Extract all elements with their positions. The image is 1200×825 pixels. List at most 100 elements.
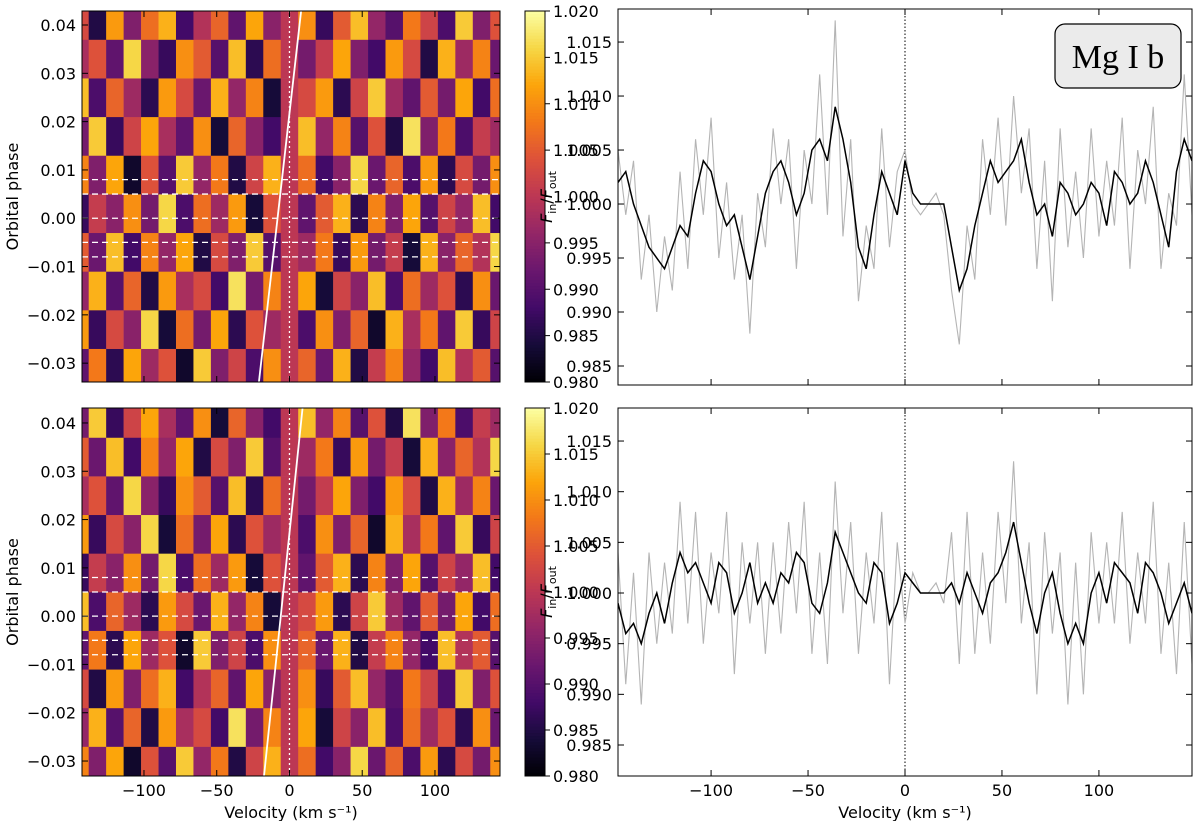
heatmap-cell [350,194,369,234]
colorbar-segment [525,598,545,602]
heatmap-cell [193,194,212,234]
heatmap-cell [158,155,177,195]
colorbar-segment [525,301,545,306]
colorbar-segment [525,766,545,771]
colorbar-segment [525,717,545,722]
colorbar-segment [525,32,545,37]
heatmap-cell [420,232,439,272]
colorbar-segment [525,745,545,749]
colorbar-segment [525,423,545,427]
colorbar-segment [525,644,545,648]
colorbar-segment [525,29,545,34]
colorbar-segment [525,109,545,114]
colorbar-segment [525,665,545,670]
colorbar-segment [525,634,545,639]
colorbar-segment [525,66,545,71]
heatmap-cell [88,437,107,477]
heatmap-cell [193,39,212,79]
heatmap-cell [141,116,159,156]
heatmap-cell [402,78,421,118]
colorbar-segment [525,261,545,266]
colorbar-segment [525,153,545,157]
heatmap-cell [420,310,439,349]
colorbar-segment [525,258,545,262]
colorbar-tick-label: 1.010 [553,491,599,510]
colorbar-segment [525,723,545,728]
colorbar-segment [525,307,545,312]
heatmap-cell [280,348,299,382]
heatmap-cell [280,592,299,631]
y-tick-label: −0.03 [27,752,76,771]
colorbar-segment [525,699,545,703]
heatmap-cell [82,348,89,382]
y-tick-label: 0.985 [566,357,612,376]
y-axis-label: Orbital phase [3,538,22,646]
heatmap-cell [175,310,194,349]
heatmap-cell [228,707,247,747]
heatmap-cell [175,408,194,438]
heatmap-cell [123,116,142,156]
colorbar-tick-label: 1.005 [553,537,599,556]
heatmap-cell [158,592,177,631]
y-axis-label-part: F [537,188,556,198]
heatmap-cell [455,476,474,516]
heatmap-cell [106,348,124,382]
heatmap-cell [123,514,142,554]
y-tick-label: −0.01 [27,258,76,277]
heatmap-cell [245,476,264,516]
heatmap-cell [490,669,500,709]
heatmap-cell [88,592,107,631]
heatmap-cell [263,408,282,438]
heatmap-cell [368,476,386,516]
heatmap-cell [158,514,177,554]
heatmap-cell [385,408,404,438]
heatmap-cell [210,232,229,272]
heatmap-cell [210,271,229,311]
heatmap-cell [455,116,474,156]
x-tick-label: 100 [1084,781,1115,800]
heatmap-cell [368,116,386,156]
colorbar-segment [525,414,545,418]
heatmap-cell [350,514,369,554]
heatmap-cell [245,155,264,195]
colorbar-segment [525,317,545,321]
colorbar-segment [525,341,545,346]
heatmap-cell [455,746,474,776]
heatmap-cell [245,437,264,477]
colorbar-segment [525,168,545,173]
colorbar-segment [525,292,545,296]
heatmap-cell [123,194,142,234]
heatmap-cell [298,310,316,349]
heatmap-cell [263,11,282,40]
heatmap-cell [420,78,439,118]
colorbar-segment [525,54,545,58]
colorbar-segment [525,165,545,170]
colorbar-segment [525,150,545,154]
heatmap-cell [455,514,474,554]
colorbar-segment [525,579,545,584]
x-tick-label: 0 [284,781,294,800]
heatmap-cell [141,39,159,79]
heatmap-cell [280,310,299,349]
colorbar-segment [525,595,545,599]
heatmap-cell [368,669,386,709]
heatmap-cell [82,39,89,79]
heatmap-cell [402,11,421,40]
colorbar-segment [525,441,545,446]
colorbar-segment [525,369,545,374]
colorbar-segment [525,726,545,731]
heatmap-cell [245,194,264,234]
heatmap-cell [123,553,142,593]
y-tick-label: 0.995 [566,635,612,654]
colorbar-tick-label: 0.985 [553,327,599,346]
heatmap-cell [158,437,177,477]
heatmap-cell [420,476,439,516]
colorbar-segment [525,221,545,225]
heatmap-cell [350,232,369,272]
y-tick-label: 0.03 [40,462,76,481]
heatmap-cell [193,116,212,156]
heatmap-cell [333,310,351,349]
heatmap-cell [123,78,142,118]
colorbar-tick-label: 0.980 [553,767,599,786]
heatmap-cell [228,232,247,272]
